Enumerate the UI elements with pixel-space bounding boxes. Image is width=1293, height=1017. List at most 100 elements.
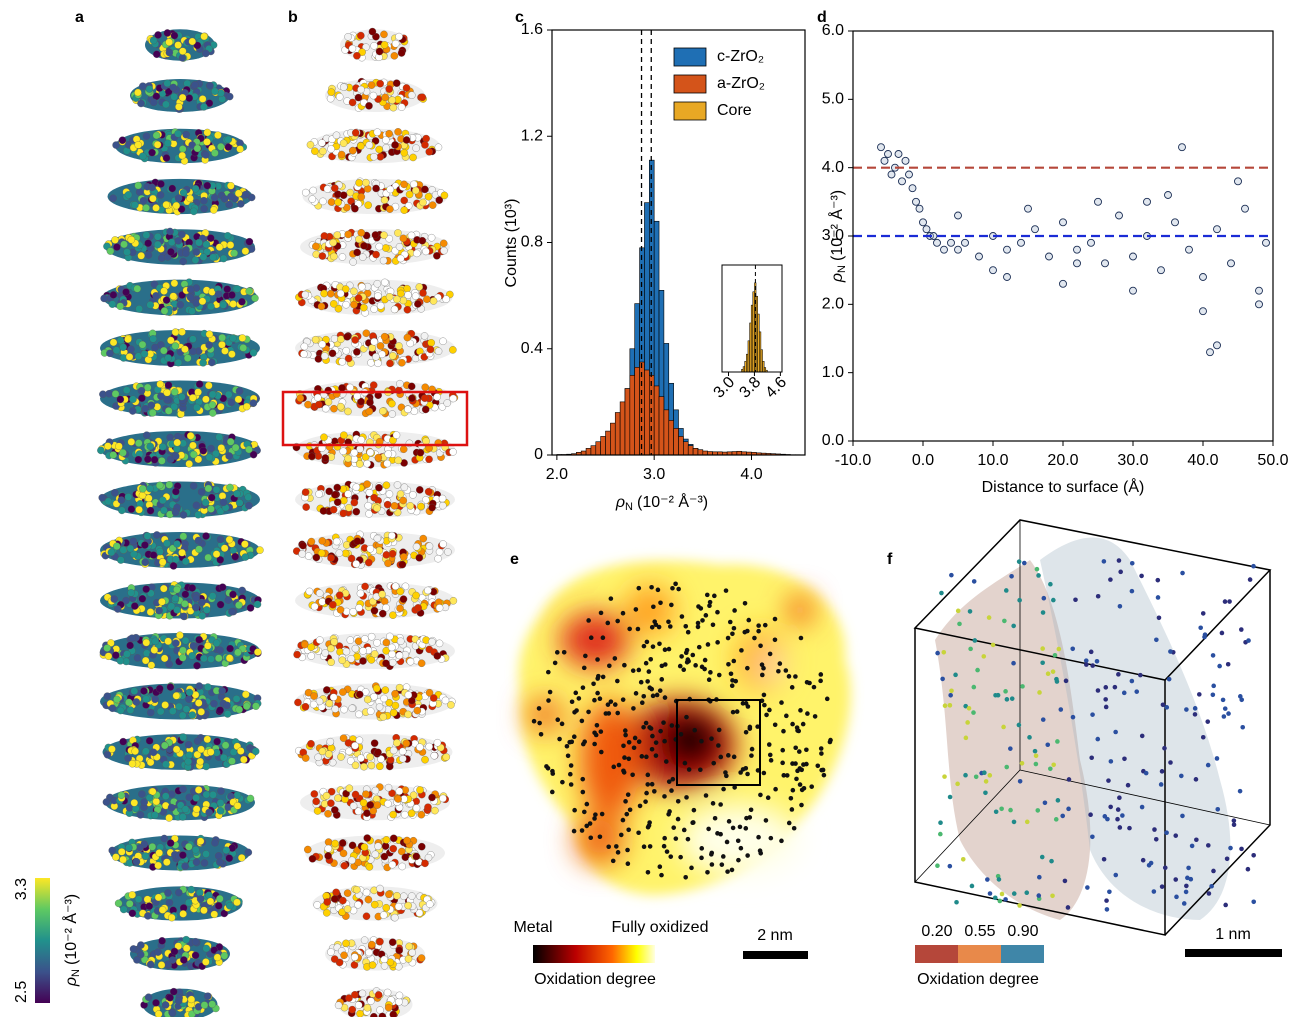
atom <box>159 937 166 944</box>
atom-dot <box>668 624 673 629</box>
atom <box>394 481 401 488</box>
atom-dot <box>1012 891 1017 896</box>
atom-dot <box>718 802 723 807</box>
atom-dot <box>784 668 789 673</box>
atom <box>388 532 395 539</box>
atom <box>136 844 143 851</box>
atom <box>346 785 353 792</box>
atom <box>193 248 200 255</box>
point <box>1200 274 1207 281</box>
atom <box>363 810 370 817</box>
atom <box>109 301 116 308</box>
atom-dot <box>631 668 636 673</box>
atom <box>236 499 243 506</box>
atom <box>117 556 124 563</box>
atom <box>234 802 241 809</box>
atom <box>167 839 174 846</box>
atom <box>214 954 221 961</box>
atom <box>345 739 352 746</box>
atom <box>371 901 378 908</box>
atom <box>174 130 181 137</box>
point <box>1200 308 1207 315</box>
atom-dot <box>652 789 657 794</box>
atom-dot <box>764 818 769 823</box>
atom <box>137 811 144 818</box>
atom <box>334 795 341 802</box>
atom <box>302 291 309 298</box>
atom-dot <box>684 795 689 800</box>
atom-dot <box>766 795 771 800</box>
atom-dot <box>572 710 577 715</box>
atom <box>97 447 104 454</box>
atom <box>135 141 142 148</box>
atom <box>250 349 257 356</box>
atom <box>111 236 118 243</box>
atom <box>202 850 209 857</box>
atom-dot <box>644 791 649 796</box>
atom <box>144 384 151 391</box>
atom <box>374 749 381 756</box>
legend-label: a-ZrO₂ <box>717 75 765 92</box>
atom-dot <box>949 573 954 578</box>
hist-bar <box>601 436 606 455</box>
atom <box>141 541 148 548</box>
atom <box>218 341 225 348</box>
atom <box>125 493 132 500</box>
atom <box>105 498 112 505</box>
atom <box>130 945 137 952</box>
atom <box>418 660 425 667</box>
x-axis-label: Distance to surface (Å) <box>982 477 1145 496</box>
atom <box>153 798 160 805</box>
atom-dot <box>676 587 681 592</box>
atom <box>347 637 354 644</box>
atom <box>145 240 152 247</box>
atom-dot <box>658 729 663 734</box>
atom-dot <box>956 609 961 614</box>
atom-dot <box>1043 800 1048 805</box>
atom <box>231 250 238 257</box>
atom <box>205 382 212 389</box>
atom-dot <box>787 674 792 679</box>
atom-dot <box>592 742 597 747</box>
atom <box>365 896 372 903</box>
atom-dot <box>1222 714 1227 719</box>
atom <box>180 613 187 620</box>
atom <box>112 652 119 659</box>
y-tick-label: 1.2 <box>521 127 543 144</box>
atom <box>312 243 319 250</box>
atom-dot <box>662 844 667 849</box>
atom-dot <box>606 844 611 849</box>
atom-dot <box>809 784 814 789</box>
atom <box>386 206 393 213</box>
atom <box>294 651 301 658</box>
atom <box>356 179 363 186</box>
atom <box>314 901 321 908</box>
atom-dot <box>684 715 689 720</box>
atom-dot <box>583 654 588 659</box>
atom <box>429 202 436 209</box>
atom-dot <box>667 779 672 784</box>
atom <box>429 504 436 511</box>
atom <box>190 208 197 215</box>
hist-bar <box>635 367 640 455</box>
point <box>1165 192 1172 199</box>
atom-dot <box>627 740 632 745</box>
atom <box>238 298 245 305</box>
atom-dot <box>798 782 803 787</box>
atom <box>328 88 335 95</box>
atom <box>199 298 206 305</box>
atom-dot <box>819 746 824 751</box>
atom-dot <box>793 745 798 750</box>
atom-dot <box>1017 903 1022 908</box>
atom-dot <box>647 725 652 730</box>
atom-dot <box>1180 571 1185 576</box>
atom <box>113 347 120 354</box>
atom <box>331 638 338 645</box>
atom <box>417 449 424 456</box>
atom <box>138 791 145 798</box>
atom <box>381 197 388 204</box>
atom-dot <box>1089 650 1094 655</box>
atom <box>148 662 155 669</box>
atom-dot <box>586 710 591 715</box>
atom <box>126 353 133 360</box>
